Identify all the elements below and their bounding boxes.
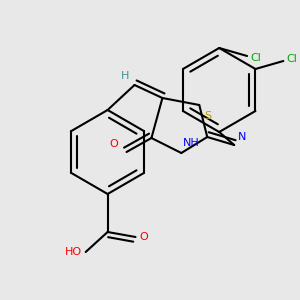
Text: H: H [121,71,130,81]
Text: S: S [204,111,211,121]
Text: HO: HO [64,247,82,257]
Text: N: N [238,132,247,142]
Text: NH: NH [183,138,200,148]
Text: O: O [110,139,118,149]
Text: Cl: Cl [286,54,297,64]
Text: O: O [140,232,148,242]
Text: Cl: Cl [250,53,261,63]
